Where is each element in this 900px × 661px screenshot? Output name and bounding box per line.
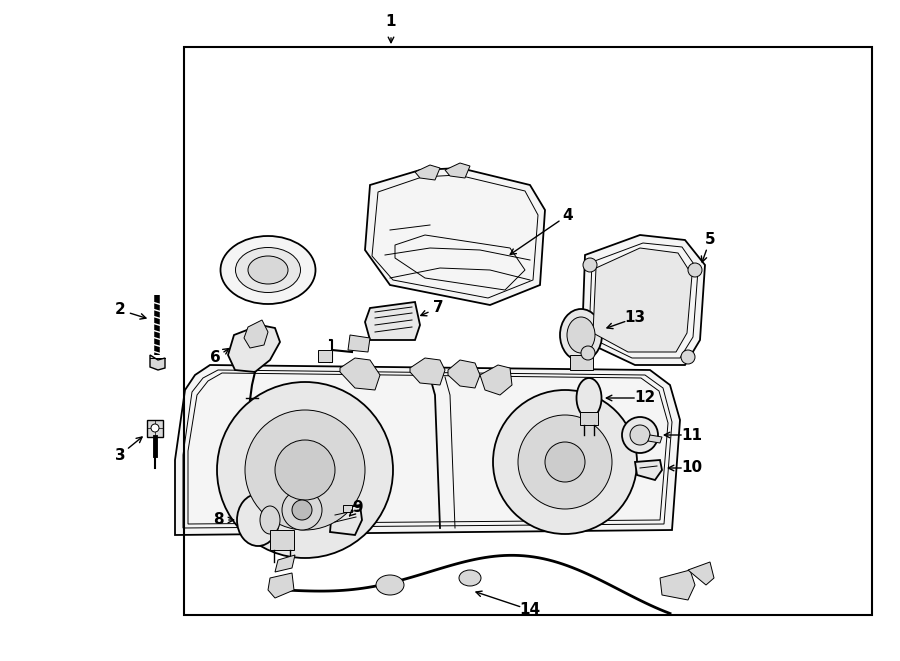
Polygon shape xyxy=(648,435,662,443)
Polygon shape xyxy=(330,505,362,535)
Circle shape xyxy=(681,350,695,364)
Ellipse shape xyxy=(260,506,280,534)
Circle shape xyxy=(282,490,322,530)
Polygon shape xyxy=(150,355,165,370)
Polygon shape xyxy=(175,365,680,535)
Circle shape xyxy=(583,258,597,272)
Text: 1: 1 xyxy=(386,15,396,30)
Text: 6: 6 xyxy=(210,350,220,366)
Polygon shape xyxy=(410,358,445,385)
Ellipse shape xyxy=(560,309,602,361)
Circle shape xyxy=(493,390,637,534)
Ellipse shape xyxy=(237,494,279,546)
Ellipse shape xyxy=(577,378,601,418)
Polygon shape xyxy=(415,165,440,180)
Polygon shape xyxy=(635,460,662,480)
Text: 8: 8 xyxy=(212,512,223,527)
Circle shape xyxy=(688,263,702,277)
Polygon shape xyxy=(593,248,692,352)
Bar xyxy=(184,47,872,615)
Circle shape xyxy=(630,425,650,445)
Circle shape xyxy=(292,500,312,520)
Polygon shape xyxy=(580,412,598,425)
Circle shape xyxy=(545,442,585,482)
Text: 4: 4 xyxy=(562,208,573,223)
Text: 11: 11 xyxy=(681,428,703,442)
Polygon shape xyxy=(365,302,420,340)
Polygon shape xyxy=(660,570,695,600)
Text: 7: 7 xyxy=(433,301,444,315)
Polygon shape xyxy=(244,320,268,348)
Polygon shape xyxy=(340,358,380,390)
Polygon shape xyxy=(348,335,370,352)
Polygon shape xyxy=(270,530,294,550)
Polygon shape xyxy=(228,325,280,372)
Polygon shape xyxy=(445,163,470,178)
Polygon shape xyxy=(275,555,295,572)
Ellipse shape xyxy=(248,256,288,284)
Polygon shape xyxy=(448,360,480,388)
Ellipse shape xyxy=(220,236,316,304)
Polygon shape xyxy=(570,355,593,370)
Circle shape xyxy=(245,410,365,530)
Polygon shape xyxy=(147,420,163,437)
Text: 3: 3 xyxy=(114,447,125,463)
Circle shape xyxy=(581,346,595,360)
Ellipse shape xyxy=(376,575,404,595)
Polygon shape xyxy=(318,350,332,362)
Polygon shape xyxy=(688,562,714,585)
Text: 2: 2 xyxy=(114,303,125,317)
Circle shape xyxy=(217,382,393,558)
Text: 5: 5 xyxy=(705,233,716,247)
Polygon shape xyxy=(268,573,294,598)
Text: 10: 10 xyxy=(681,461,703,475)
Polygon shape xyxy=(365,168,545,305)
Text: 14: 14 xyxy=(519,602,541,617)
Circle shape xyxy=(151,424,159,432)
Circle shape xyxy=(518,415,612,509)
Ellipse shape xyxy=(459,570,481,586)
Text: 13: 13 xyxy=(625,311,645,325)
Text: 9: 9 xyxy=(353,500,364,516)
Text: 12: 12 xyxy=(634,391,655,405)
Polygon shape xyxy=(582,235,705,365)
Circle shape xyxy=(622,417,658,453)
Circle shape xyxy=(275,440,335,500)
Polygon shape xyxy=(480,365,512,395)
Polygon shape xyxy=(343,505,352,512)
Ellipse shape xyxy=(567,317,595,353)
Ellipse shape xyxy=(236,247,301,293)
